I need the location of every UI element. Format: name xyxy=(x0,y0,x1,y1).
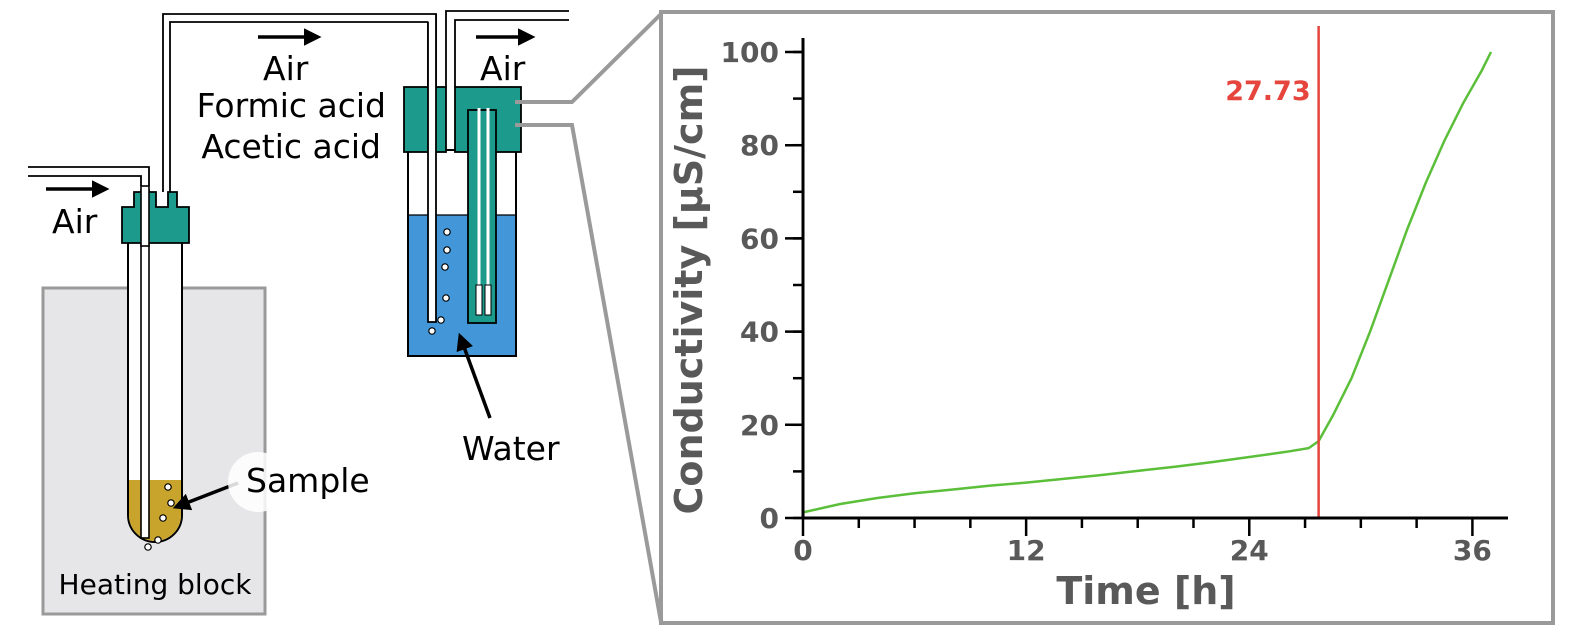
marker-label: 27.73 xyxy=(1225,76,1310,107)
y-tick-label: 100 xyxy=(721,36,779,69)
arrow-water xyxy=(456,332,492,419)
conductivity-series-line xyxy=(802,51,1493,514)
sample-liquid xyxy=(129,480,181,541)
y-tick-label: 0 xyxy=(760,502,779,535)
label-acetic-acid: Acetic acid xyxy=(201,127,381,166)
y-axis-title: Conductivity [µS/cm] xyxy=(667,65,711,514)
water-bubbles xyxy=(428,228,451,335)
y-tick-label: 60 xyxy=(740,222,779,255)
label-water: Water xyxy=(462,429,560,468)
absorber-stopper-left xyxy=(403,86,447,153)
water-fill xyxy=(409,215,515,355)
y-ticks: 0 20 40 60 80 100 xyxy=(721,36,803,535)
x-tick-label: 0 xyxy=(793,534,812,567)
label-air-inlet: Air xyxy=(52,202,98,241)
zoom-connector xyxy=(515,10,1555,625)
chart-frame xyxy=(659,10,1555,625)
conductivity-chart: 0 20 40 60 80 100 0 12 24 36 27.73 Time [h] Cond… xyxy=(667,26,1508,613)
air-outlet-pipe xyxy=(445,10,569,87)
label-formic-acid: Formic acid xyxy=(197,86,386,125)
apparatus-diagram: Air Air Air Formic acid Acetic acid Wate… xyxy=(28,10,569,616)
tube-stopper xyxy=(121,191,190,244)
label-sample: Sample xyxy=(246,461,370,500)
y-tick-label: 20 xyxy=(740,409,779,442)
label-heating-block: Heating block xyxy=(59,568,253,601)
y-tick-label: 40 xyxy=(740,316,779,349)
x-ticks: 0 12 24 36 xyxy=(793,518,1492,567)
label-air-mid: Air xyxy=(263,49,309,88)
x-tick-label: 36 xyxy=(1453,534,1492,567)
label-air-outlet: Air xyxy=(480,49,526,88)
y-tick-label: 80 xyxy=(740,129,779,162)
arrow-sample xyxy=(172,481,239,511)
x-tick-label: 24 xyxy=(1230,534,1269,567)
x-axis-title: Time [h] xyxy=(1056,569,1235,613)
x-tick-label: 12 xyxy=(1007,534,1046,567)
